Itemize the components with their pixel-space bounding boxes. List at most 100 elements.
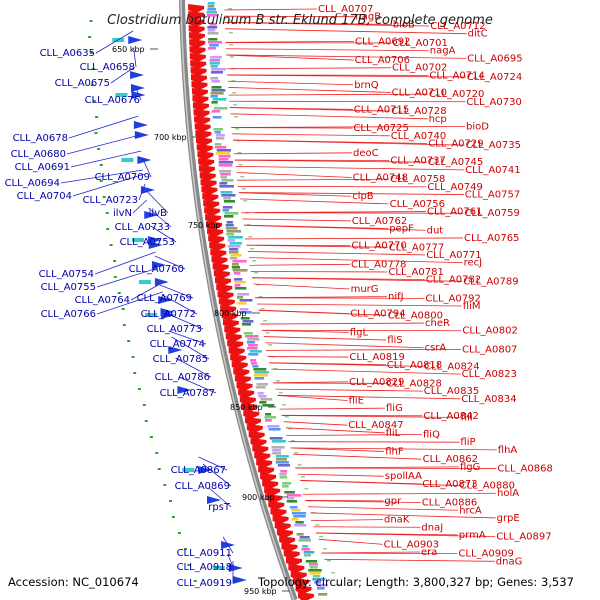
gene-label-right[interactable]: CLL_A0782 (426, 275, 481, 286)
gene-label-right[interactable]: CLL_A0873 (422, 479, 477, 490)
gene-label-left[interactable]: CLL_A0635 (40, 48, 95, 59)
gene-label-left[interactable]: CLL_A0786 (155, 372, 210, 383)
gene-label-left[interactable]: CLL_A0675 (55, 78, 110, 89)
gene-label-right[interactable]: CLL_A0777 (389, 242, 444, 253)
gene-label-right[interactable]: CLL_A0886 (422, 498, 477, 509)
gene-label-right[interactable]: CLL_A0834 (461, 394, 516, 405)
gene-label-right[interactable]: CLL_A0823 (462, 369, 517, 380)
gene-label-right[interactable]: CLL_A0819 (349, 352, 404, 363)
gene-label-right[interactable]: CLL_A0714 (429, 70, 484, 81)
gene-label-left[interactable]: CLL_A0691 (15, 162, 70, 173)
gene-label-right[interactable]: CLL_A0729 (428, 139, 483, 150)
gene-label-left[interactable]: CLL_A0764 (75, 295, 130, 306)
gene-label-right[interactable]: CLL_A0695 (467, 53, 522, 64)
gene-label-right[interactable]: nagB (355, 12, 381, 23)
gene-label-right[interactable]: prmA (459, 530, 486, 541)
gene-label-right[interactable]: ditC (468, 29, 488, 40)
gene-label-left[interactable]: CLL_A0680 (11, 149, 66, 160)
gene-label-right[interactable]: dnaG (496, 556, 523, 567)
gene-label-left[interactable]: CLL_A0755 (41, 282, 96, 293)
gene-label-right[interactable]: CLL_A0707 (318, 4, 373, 15)
gene-label-right[interactable]: CLL_A0756 (390, 199, 445, 210)
gene-label-left[interactable]: CLL_A0753 (120, 237, 175, 248)
gene-label-right[interactable]: CLL_A0701 (392, 38, 447, 49)
gene-label-right[interactable]: CLL_A0715 (354, 104, 409, 115)
gene-label-right[interactable]: CLL_A0735 (466, 140, 521, 151)
gene-label-right[interactable]: CLL_A0702 (392, 63, 447, 74)
gene-label-left[interactable]: CLL_A0785 (153, 354, 208, 365)
gene-label-right[interactable]: CLL_A0706 (355, 55, 410, 66)
gene-label-right[interactable]: CLL_A0771 (426, 250, 481, 261)
gene-label-right[interactable]: deoC (353, 148, 379, 159)
gene-label-right[interactable]: nagA (430, 46, 456, 57)
gene-label-right[interactable]: cheR (425, 318, 450, 329)
gene-label-right[interactable]: CLL_A0835 (424, 386, 479, 397)
gene-label-left[interactable]: CLL_A0787 (160, 388, 215, 399)
gene-label-right[interactable]: CLL_A0818 (387, 360, 442, 371)
gene-label-right[interactable]: CLL_A0720 (429, 89, 484, 100)
gene-label-right[interactable]: flhA (498, 445, 518, 456)
gene-label-right[interactable]: era (421, 547, 437, 558)
gene-label-right[interactable]: CLL_A0800 (388, 310, 443, 321)
gene-label-right[interactable]: CLL_A0737 (390, 156, 445, 167)
gene-label-right[interactable]: CLL_A0792 (425, 293, 480, 304)
gene-label-left[interactable]: ilvN (113, 208, 132, 219)
gene-label-right[interactable]: CLL_A0712 (430, 21, 485, 32)
gene-label-right[interactable]: CLL_A0868 (497, 464, 552, 475)
gene-label-right[interactable]: gpr (384, 496, 402, 507)
gene-label-right[interactable]: CLL_A0781 (388, 267, 443, 278)
gene-label-right[interactable]: grpE (497, 513, 520, 524)
gene-label-right[interactable]: recJ (464, 258, 483, 269)
gene-label-left[interactable]: CLL_A0774 (150, 339, 205, 350)
gene-label-left[interactable]: CLL_A0919 (177, 578, 232, 589)
gene-label-right[interactable]: CLL_A0794 (350, 309, 405, 320)
gene-label-left[interactable]: CLL_A0772 (141, 309, 196, 320)
gene-label-left[interactable]: CLL_A0678 (13, 133, 68, 144)
gene-label-right[interactable]: flgL (350, 327, 369, 338)
gene-label-right[interactable]: CLL_A0842 (423, 411, 478, 422)
gene-label-right[interactable]: CLL_A0765 (464, 233, 519, 244)
gene-label-right[interactable]: CLL_A0824 (424, 361, 479, 372)
gene-label-right[interactable]: csrA (425, 343, 447, 354)
gene-label-right[interactable]: CLL_A0897 (496, 532, 551, 543)
gene-label-right[interactable]: CLL_A0862 (423, 454, 478, 465)
gene-label-right[interactable]: CLL_A0730 (466, 97, 521, 108)
gene-label-right[interactable]: flil (461, 413, 473, 424)
gene-label-right[interactable]: bioB (393, 19, 415, 30)
gene-label-left[interactable]: CLL_A0676 (85, 95, 140, 106)
gene-label-right[interactable]: hrcA (459, 505, 482, 516)
gene-label-right[interactable]: CLL_A0724 (467, 72, 522, 83)
gene-label-left[interactable]: CLL_A0760 (129, 264, 184, 275)
gene-label-right[interactable]: CLL_A0745 (428, 157, 483, 168)
gene-label-right[interactable]: CLL_A0847 (348, 420, 403, 431)
gene-label-left[interactable]: CLL_A0918 (177, 562, 232, 573)
gene-label-right[interactable]: nifJ (388, 292, 404, 303)
gene-label-right[interactable]: fliS (387, 335, 402, 346)
gene-label-right[interactable]: CLL_A0762 (352, 216, 407, 227)
gene-label-right[interactable]: spollAA (385, 471, 422, 482)
gene-label-left[interactable]: CLL_A0694 (5, 178, 60, 189)
gene-label-right[interactable]: dut (427, 225, 444, 236)
gene-label-right[interactable]: flhF (385, 447, 404, 458)
gene-label-left[interactable]: ilvB (149, 208, 167, 219)
gene-label-right[interactable]: clpB (352, 191, 374, 202)
gene-label-left[interactable]: CLL_A0911 (177, 548, 232, 559)
gene-label-right[interactable]: CLL_A0759 (464, 208, 519, 219)
gene-label-right[interactable]: CLL_A0710 (392, 87, 447, 98)
gene-label-left[interactable]: CLL_A0723 (83, 195, 138, 206)
gene-labels[interactable]: CLL_A0635 CLL_A0658 CLL_A0675 CLL_A0676 CLL_… (5, 4, 553, 589)
gene-label-left[interactable]: CLL_A0769 (137, 293, 192, 304)
gene-label-right[interactable]: CLL_A0807 (462, 344, 517, 355)
gene-label-right[interactable]: holA (497, 488, 519, 499)
gene-label-right[interactable]: CLL_A0770 (351, 241, 406, 252)
gene-label-right[interactable]: CLL_A0741 (465, 165, 520, 176)
gene-label-left[interactable]: rpsT (208, 502, 231, 513)
gene-label-left[interactable]: CLL_A0773 (147, 324, 202, 335)
gene-label-right[interactable]: CLL_A0757 (465, 190, 520, 201)
gene-label-left[interactable]: CLL_A0658 (80, 62, 135, 73)
gene-label-right[interactable]: fliE (349, 396, 364, 407)
gene-label-left[interactable]: CLL_A0869 (175, 481, 230, 492)
gene-label-left[interactable]: CLL_A0733 (115, 222, 170, 233)
gene-label-right[interactable]: fliM (463, 301, 481, 312)
gene-label-right[interactable]: CLL_A0903 (384, 539, 439, 550)
